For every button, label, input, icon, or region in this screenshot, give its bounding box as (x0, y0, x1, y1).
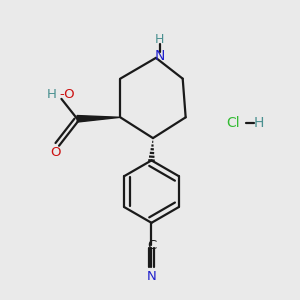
Text: C: C (147, 239, 156, 252)
Polygon shape (77, 116, 120, 122)
Text: N: N (147, 270, 156, 284)
Text: O: O (50, 146, 61, 159)
Text: -O: -O (59, 88, 75, 100)
Text: H: H (46, 88, 56, 100)
Text: H: H (155, 33, 164, 46)
Text: N: N (154, 50, 165, 63)
Text: Cl: Cl (226, 116, 240, 130)
Text: H: H (253, 116, 264, 130)
